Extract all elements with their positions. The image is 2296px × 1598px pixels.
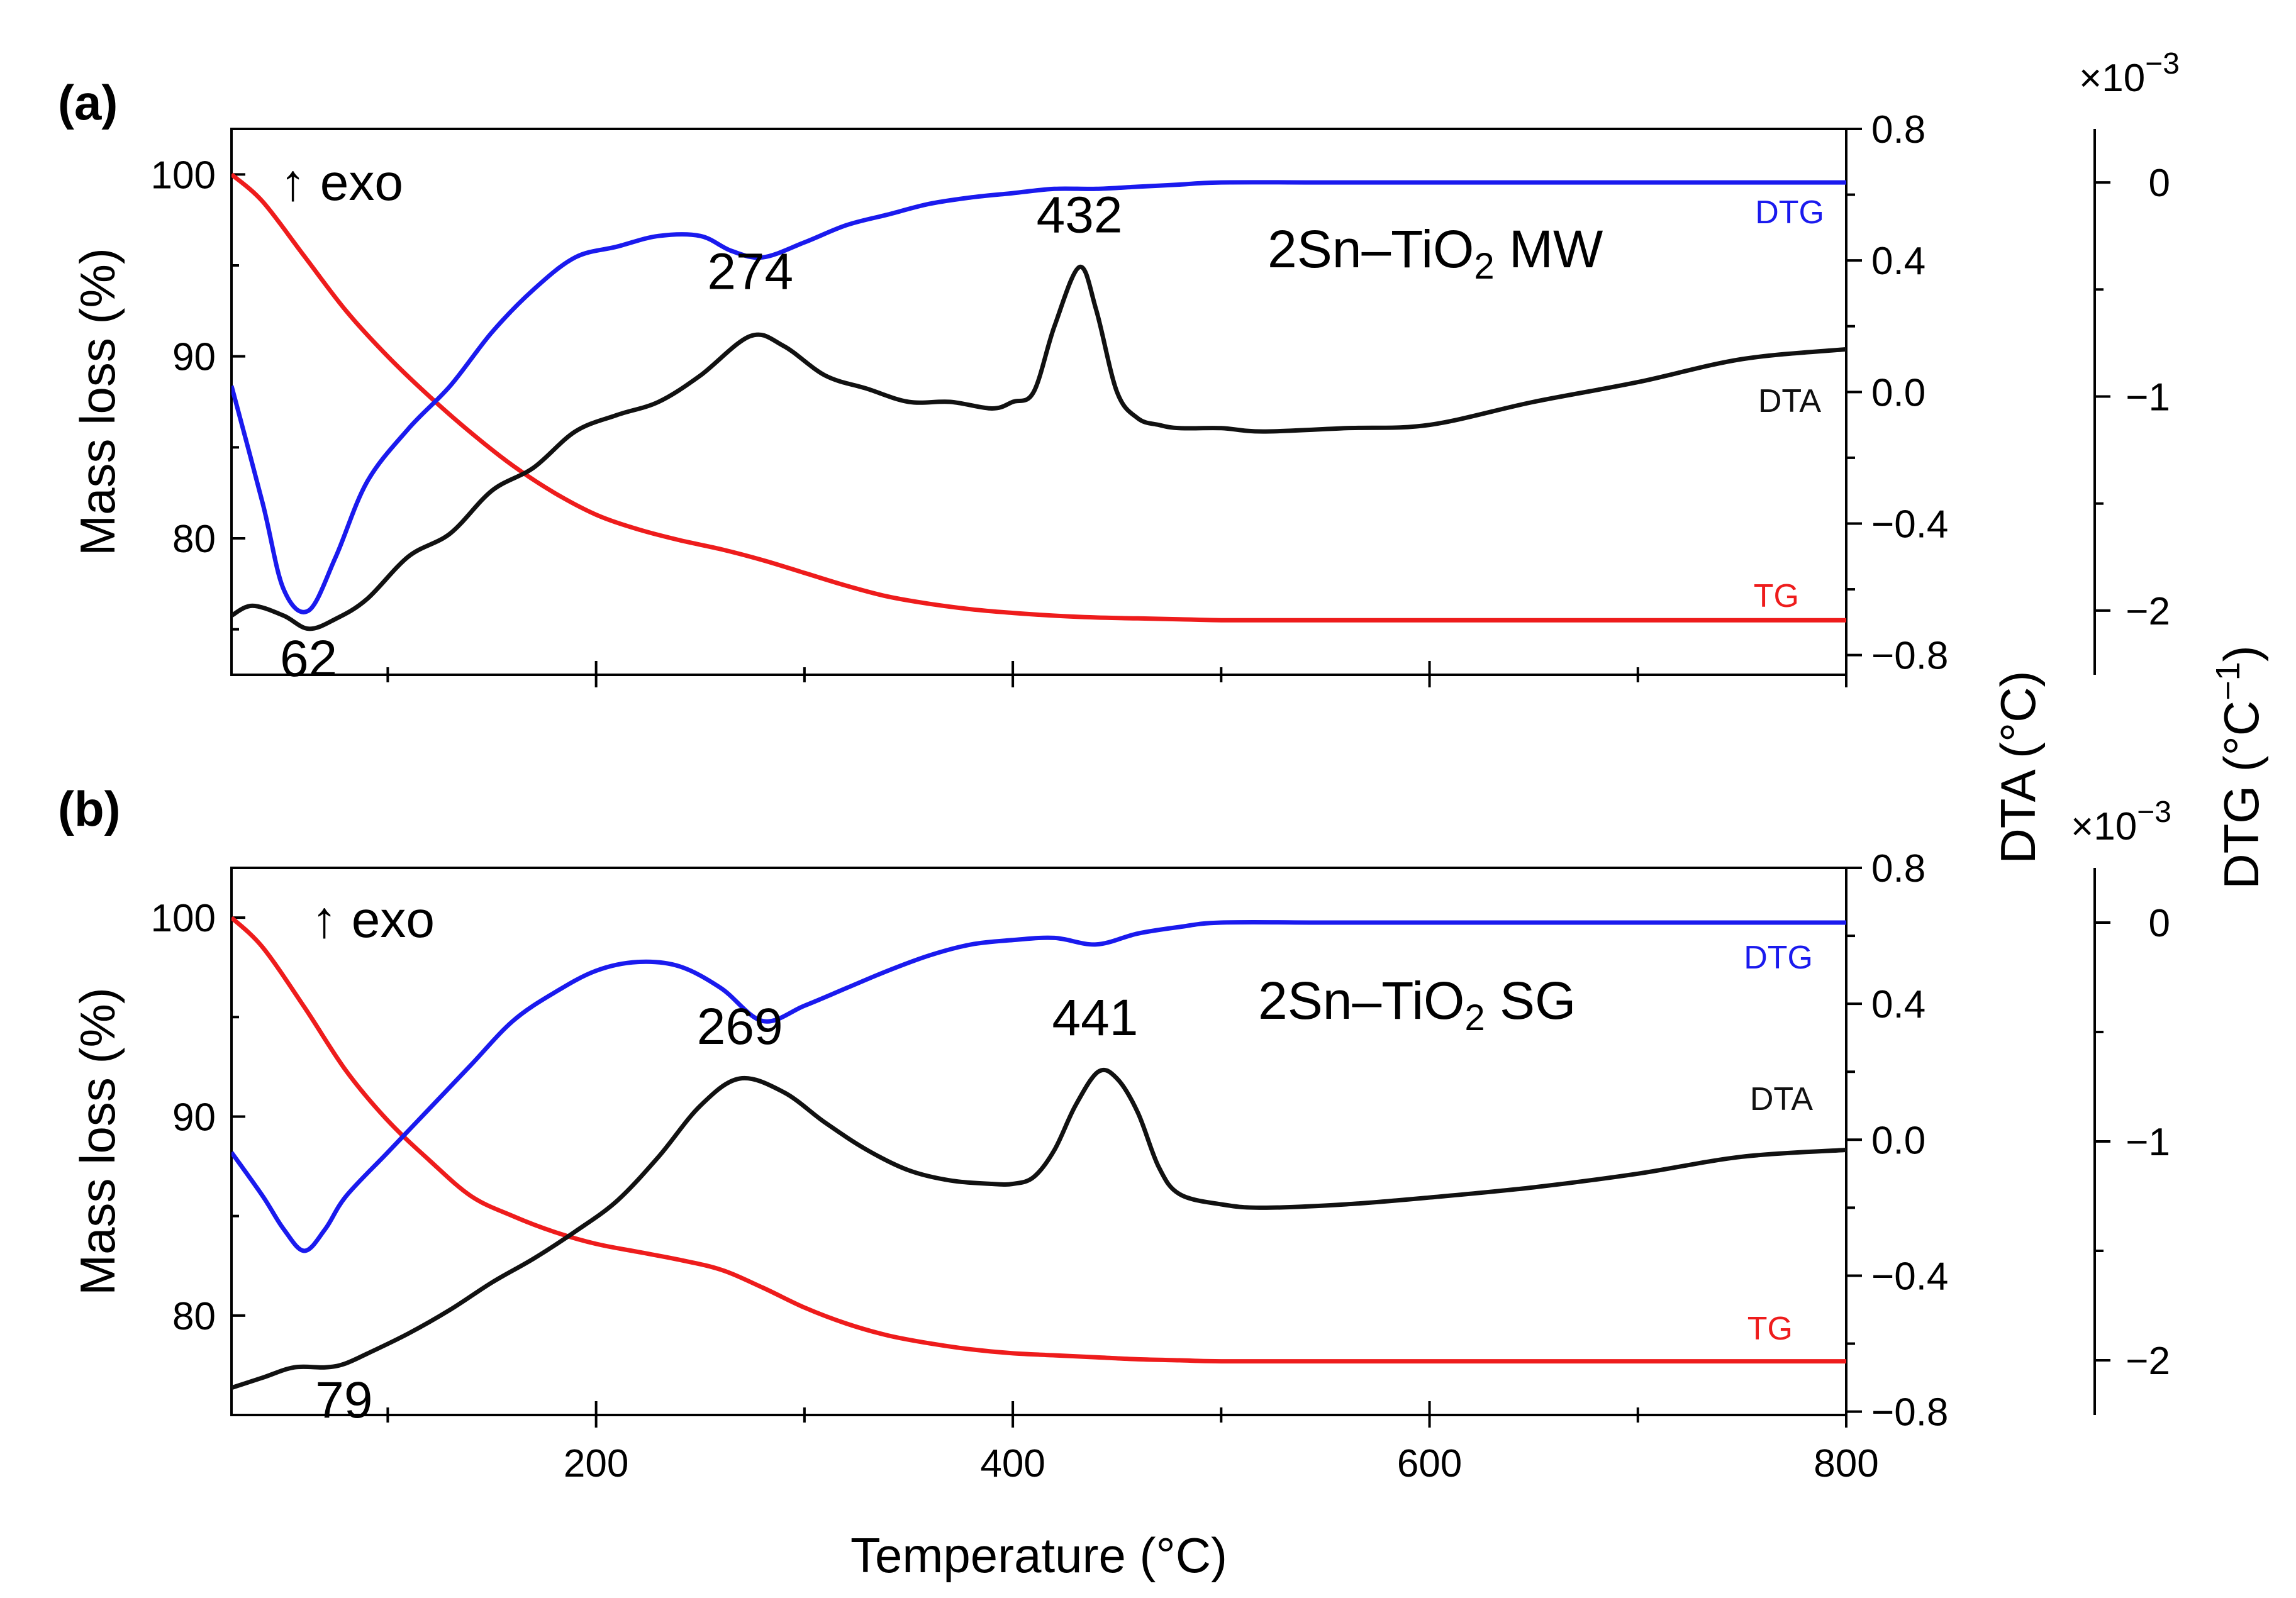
y-dta-tick-label: −0.8 [1871,635,1948,678]
peak-label: 274 [707,243,793,300]
series-label-dtg: DTG [1744,940,1813,976]
y-dta-tick-label: 0.8 [1871,108,1925,152]
dtg-multiplier: ×10−3 [2071,796,2171,848]
series-label-dtg: DTG [1755,194,1824,231]
exo-label: ↑ exo [311,891,435,948]
peak-label: 62 [280,630,337,687]
y-dtg-tick-label: 0 [2149,902,2170,945]
series-line-tg [231,916,1846,1364]
peak-label: 432 [1037,187,1123,244]
panel-a: (a) 80 90 100 Mass loss (%) −0.8 −0.4 0.0 0.4 0.8… [58,47,2180,687]
panel-b: (b) 80 90 100 Mass loss (%) −0.8 −0.4 0.0 0.4 0.8… [58,781,2171,1583]
panel-letter: (b) [58,781,121,836]
sample-label: 2Sn–TiO2 SG [1258,971,1576,1038]
y-dtg-tick-label: 0 [2149,162,2170,205]
exo-label: ↑ exo [280,154,403,211]
series-label-dta: DTA [1758,383,1821,419]
sample-label: 2Sn–TiO2 MW [1268,219,1603,287]
y-dtg-tick-label: −2 [2126,1340,2170,1383]
series-label-dta: DTA [1750,1081,1813,1118]
panel-letter: (a) [58,75,118,130]
series-label-tg: TG [1754,578,1799,614]
y-left-tick-label: 100 [151,897,216,940]
series-line-dta [231,1067,1846,1390]
y-dtg-tick-label: −1 [2126,1121,2170,1164]
y-left-tick-label: 80 [172,1295,216,1338]
plot-frame [230,867,1847,1416]
dta-axis-label: DTA (°C) [1990,670,2046,863]
y-dta-tick-label: 0.4 [1871,240,1925,283]
y-dta-tick-label: −0.4 [1871,502,1948,546]
y-dta-tick-label: 0.4 [1871,983,1925,1026]
x-axis-label: Temperature (°C) [850,1528,1227,1583]
y-dta-tick-label: 0.8 [1871,847,1925,891]
y-dta-tick-label: 0.0 [1871,1119,1925,1162]
x-tick-label: 600 [1397,1442,1462,1485]
series-line-dta [231,265,1846,631]
dtg-axis-label: DTG (°C−1) [2209,645,2269,889]
peak-label: 79 [315,1372,372,1429]
y-dta-tick-label: 0.0 [1871,371,1925,414]
x-tick-label: 200 [564,1442,628,1485]
peak-label: 269 [697,998,783,1055]
x-tick-label: 800 [1814,1442,1878,1485]
series-line-dtg [231,180,1846,614]
y-dta-tick-label: −0.8 [1871,1391,1948,1434]
series-line-dtg [231,919,1846,1253]
x-tick-label: 400 [980,1442,1045,1485]
y-left-tick-label: 90 [172,1096,216,1139]
y-dta-tick-label: −0.4 [1871,1255,1948,1298]
y-left-axis-label: Mass loss (%) [70,987,125,1296]
series-line-tg [231,172,1846,623]
y-left-axis-label: Mass loss (%) [70,248,125,556]
y-dtg-tick-label: −2 [2126,590,2170,633]
peak-label: 441 [1052,989,1138,1046]
series-label-tg: TG [1747,1311,1793,1347]
y-dtg-tick-label: −1 [2126,375,2170,419]
plot-frame [230,128,1847,676]
y-left-tick-label: 100 [151,153,216,197]
y-left-tick-label: 90 [172,336,216,379]
y-left-tick-label: 80 [172,518,216,561]
dtg-multiplier: ×10−3 [2079,47,2180,100]
